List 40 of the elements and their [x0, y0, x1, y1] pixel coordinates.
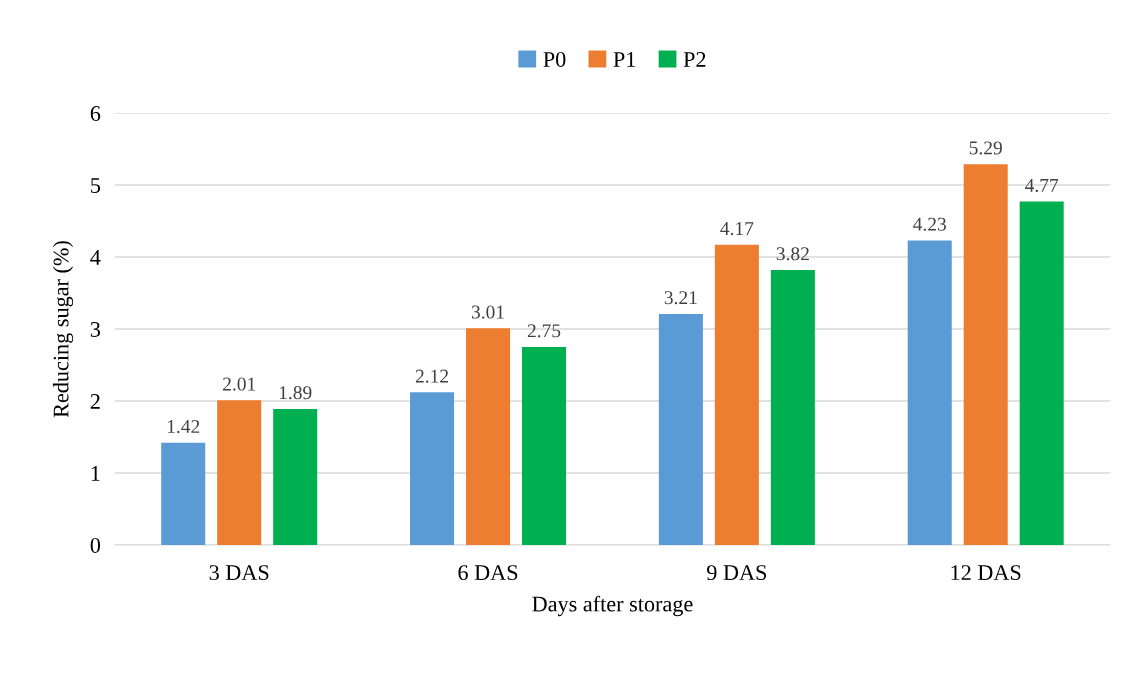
- bar: [658, 313, 703, 545]
- y-tick-label: 0: [90, 537, 101, 553]
- data-label: 4.17: [720, 222, 754, 236]
- bar: [161, 442, 206, 545]
- data-label: 4.23: [913, 217, 946, 231]
- y-axis-title: Reducing sugar (%): [52, 241, 74, 418]
- data-label: 2.75: [527, 324, 561, 338]
- data-label: 4.77: [1025, 178, 1059, 192]
- bar: [273, 408, 318, 545]
- bar: [410, 392, 455, 545]
- bar: [907, 240, 952, 545]
- x-tick-label: 9 DAS: [707, 565, 767, 581]
- legend-label: P0: [543, 51, 566, 67]
- bar: [466, 328, 511, 545]
- data-label: 3.21: [664, 291, 697, 305]
- data-label: 2.01: [223, 377, 256, 391]
- y-tick-label: 6: [90, 106, 101, 121]
- y-tick-label: 1: [91, 466, 100, 481]
- data-label: 5.29: [969, 141, 1002, 155]
- y-tick-label: 3: [90, 322, 101, 337]
- data-label: 3.01: [471, 305, 504, 319]
- legend-label: P2: [683, 52, 706, 67]
- data-label: 1.89: [279, 386, 312, 400]
- data-label: 2.12: [415, 369, 448, 383]
- data-label: 1.42: [167, 419, 200, 434]
- bar: [522, 347, 567, 545]
- x-tick-label: 3 DAS: [209, 565, 269, 581]
- bar: [963, 164, 1008, 545]
- legend-label: P1: [613, 52, 636, 67]
- y-tick-label: 4: [90, 250, 101, 265]
- x-tick-label: 6 DAS: [458, 565, 518, 581]
- bar: [1019, 201, 1064, 545]
- y-tick-label: 5: [91, 178, 101, 193]
- bar: [217, 400, 262, 545]
- bar: [770, 269, 815, 545]
- data-label: 3.82: [776, 247, 809, 261]
- bar: [714, 244, 759, 545]
- x-tick-label: 12 DAS: [951, 565, 1021, 581]
- x-axis-title: Days after storage: [532, 595, 693, 617]
- y-tick-label: 2: [90, 394, 100, 409]
